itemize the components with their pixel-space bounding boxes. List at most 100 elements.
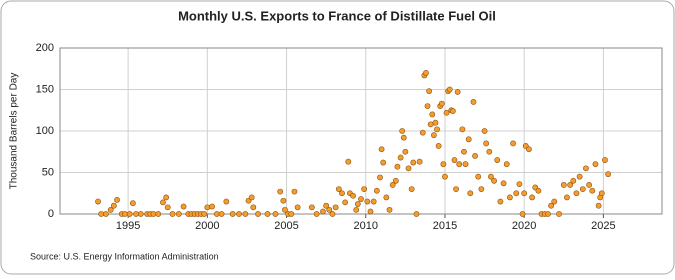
point [163, 194, 170, 201]
point [180, 203, 187, 210]
point [560, 182, 567, 188]
point [129, 200, 136, 207]
point [380, 159, 387, 166]
point [507, 194, 513, 201]
point [364, 198, 371, 205]
point [551, 198, 558, 205]
point [394, 163, 401, 170]
point [451, 157, 458, 163]
point [595, 202, 602, 209]
point [472, 152, 478, 159]
point [291, 188, 298, 195]
point [434, 126, 440, 133]
point [392, 177, 399, 184]
point [236, 211, 242, 217]
point [526, 146, 532, 153]
x-tick-label: 2010 [354, 220, 378, 232]
point [242, 211, 249, 217]
point [429, 111, 436, 118]
point [545, 211, 551, 217]
x-tick-label: 2000 [195, 220, 219, 232]
point [442, 173, 448, 180]
point [339, 190, 345, 197]
point [438, 100, 445, 107]
point [280, 197, 287, 204]
point [408, 186, 415, 192]
point [435, 143, 442, 149]
y-axis-label: Thousand Barrels per Day [9, 73, 20, 190]
point [122, 211, 128, 217]
point [481, 128, 488, 134]
point [218, 211, 225, 217]
x-tick-label: 2020 [512, 220, 536, 232]
point [503, 161, 510, 168]
point [548, 202, 555, 209]
point [456, 161, 463, 168]
point [570, 177, 577, 184]
point [110, 202, 117, 209]
y-tick-label: 100 [36, 125, 54, 137]
point [400, 134, 407, 141]
point [586, 182, 593, 188]
point [424, 103, 431, 109]
point [250, 204, 257, 211]
point [564, 194, 570, 201]
point [521, 190, 528, 197]
point [98, 211, 105, 217]
x-tick-label: 1995 [116, 220, 140, 232]
point [367, 208, 374, 215]
point [313, 211, 320, 217]
source: Source: U.S. Energy Information Administ… [30, 251, 219, 261]
point [579, 186, 586, 192]
point [426, 88, 433, 95]
point [402, 148, 409, 155]
x-tick-label: 2015 [433, 220, 457, 232]
point [133, 211, 139, 217]
point [483, 140, 490, 147]
point [459, 126, 466, 133]
point [350, 192, 356, 199]
point [443, 109, 450, 116]
point [567, 182, 574, 188]
point [516, 181, 523, 188]
point [137, 211, 144, 217]
point [510, 140, 516, 147]
point [103, 211, 109, 217]
y-tick-label: 150 [36, 83, 54, 95]
point [326, 206, 333, 213]
point [358, 196, 364, 202]
point [461, 148, 467, 155]
point [519, 211, 526, 217]
point [323, 202, 330, 209]
point [399, 128, 406, 134]
y-tick-label: 50 [42, 166, 54, 178]
point [416, 158, 423, 165]
point [465, 136, 472, 143]
point [467, 190, 474, 197]
point [397, 154, 404, 161]
point [126, 211, 133, 217]
x-tick-label: 2005 [274, 220, 298, 232]
point [95, 198, 101, 205]
point [598, 190, 605, 197]
point [248, 194, 255, 201]
point [453, 186, 459, 192]
point [386, 206, 393, 213]
chart-title: Monthly U.S. Exports to France of Distil… [178, 8, 496, 23]
point [573, 190, 580, 197]
point [175, 211, 182, 217]
point [410, 159, 417, 166]
point [320, 208, 326, 215]
point [345, 158, 352, 165]
point [277, 188, 284, 195]
point [432, 119, 439, 126]
plot-border [59, 47, 663, 215]
point [353, 206, 360, 213]
point [164, 204, 171, 211]
point [462, 161, 469, 168]
point [589, 187, 596, 194]
point [204, 204, 211, 211]
point [529, 194, 535, 201]
